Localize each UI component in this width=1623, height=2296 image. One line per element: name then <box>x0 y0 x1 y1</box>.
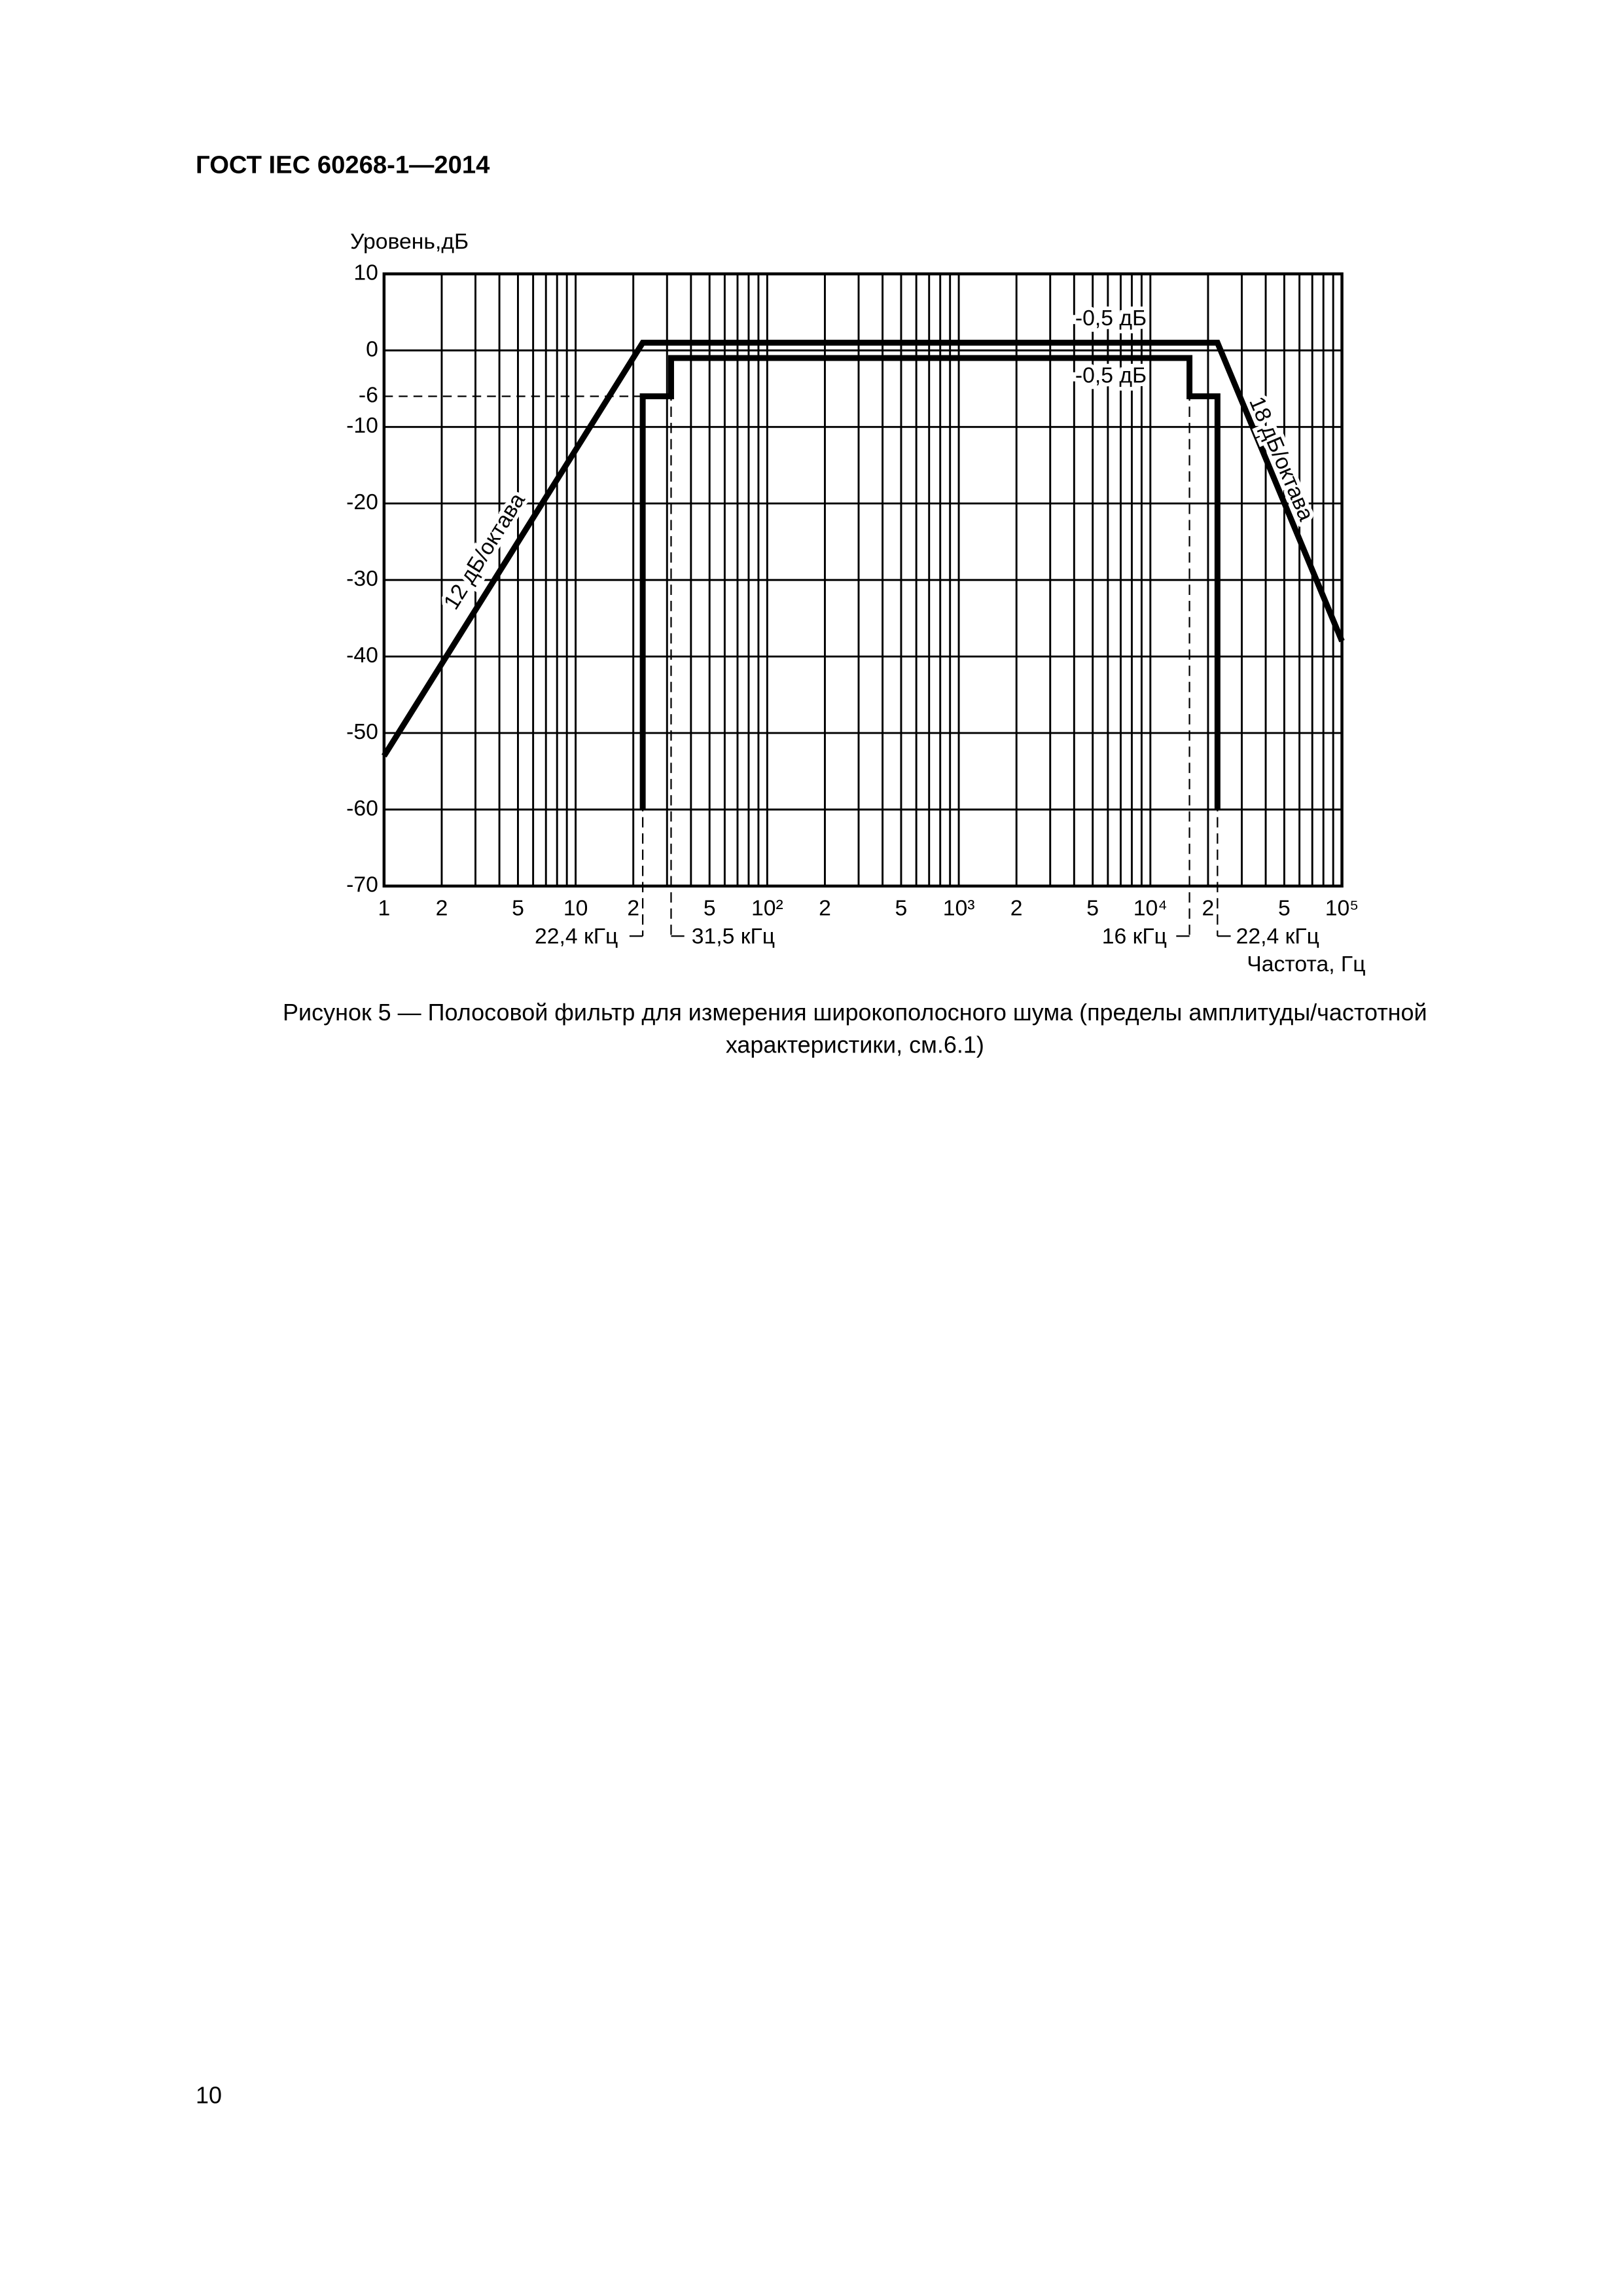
y-tick-label: -50 <box>346 719 378 744</box>
y-tick-label: -70 <box>346 872 378 897</box>
x-tick-label: 2 <box>819 896 831 921</box>
x-tick-label: 2 <box>1202 896 1215 921</box>
y-tick-label: -6 <box>359 382 378 407</box>
x-tick-label: 2 <box>627 896 639 921</box>
y-tick-label: 0 <box>366 336 378 361</box>
annotation: 22,4 кГц <box>535 924 618 948</box>
page-number: 10 <box>196 2082 222 2109</box>
header-title: ГОСТ IEC 60268-1—2014 <box>196 151 490 179</box>
annotation: 18 дБ/октава <box>1244 393 1319 525</box>
x-tick-label: 2 <box>436 896 448 921</box>
x-tick-label: 1 <box>378 896 390 921</box>
annotation: 31,5 кГц <box>692 924 775 948</box>
x-tick-label: 5 <box>512 896 524 921</box>
annotation: 22,4 кГц <box>1236 924 1319 948</box>
x-tick-label: 10² <box>751 896 783 921</box>
y-tick-label: -30 <box>346 566 378 591</box>
x-tick-label: 10³ <box>943 896 975 921</box>
x-tick-label: 10 <box>563 896 588 921</box>
x-tick-label: 5 <box>1278 896 1291 921</box>
x-tick-label: 5 <box>704 896 716 921</box>
y-tick-label: -40 <box>346 643 378 668</box>
plot-frame <box>382 272 1344 888</box>
limit-line <box>382 340 1345 758</box>
caption-line: характеристики, см.6.1) <box>726 1031 984 1058</box>
x-axis-label: Частота, Гц <box>1247 952 1365 977</box>
y-tick-label: -10 <box>346 413 378 438</box>
x-tick-label: 5 <box>1086 896 1099 921</box>
annotation: 16 кГц <box>1102 924 1167 948</box>
y-tick-label: 10 <box>353 260 378 285</box>
caption-line: Рисунок 5 — Полосовой фильтр для измерен… <box>283 999 1427 1026</box>
y-axis-label: Уровень,дБ <box>350 229 469 254</box>
y-tick-label: -20 <box>346 490 378 514</box>
x-tick-label: 2 <box>1010 896 1023 921</box>
annotation: -0,5 дБ <box>1075 363 1147 388</box>
limit-line <box>639 355 1221 810</box>
x-tick-label: 5 <box>895 896 908 921</box>
x-tick-label: 10⁴ <box>1133 896 1168 921</box>
y-tick-label: -60 <box>346 796 378 821</box>
annotation: -0,5 дБ <box>1075 306 1147 331</box>
x-tick-label: 10⁵ <box>1325 896 1359 921</box>
